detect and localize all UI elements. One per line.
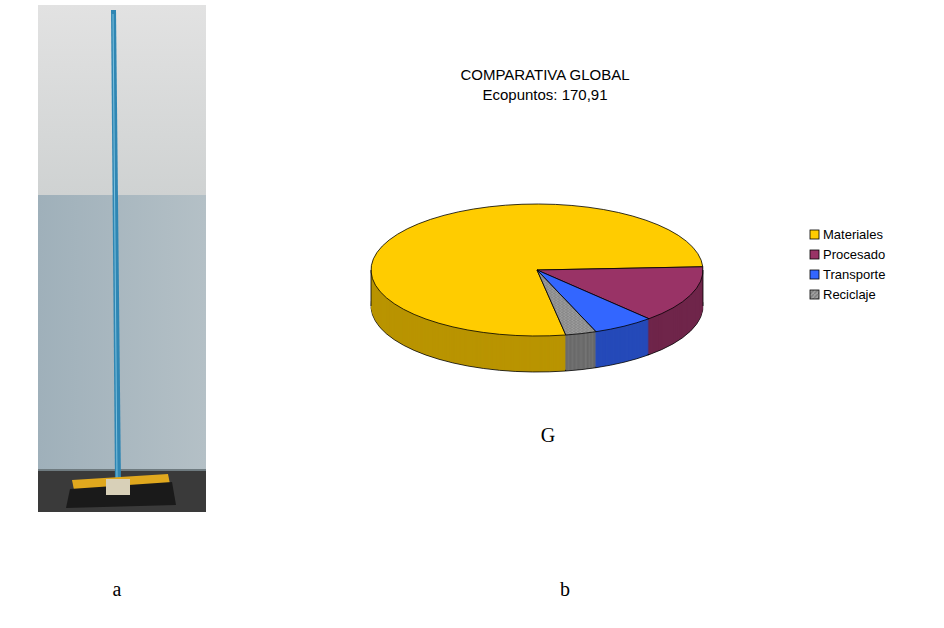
photo <box>38 5 206 512</box>
panel-label: a <box>113 578 122 600</box>
pie-slice <box>537 270 596 335</box>
pie-edge <box>703 270 704 306</box>
pie-slice <box>371 204 703 336</box>
pie-edge <box>371 270 372 306</box>
title: COMPARATIVA GLOBAL <box>460 66 629 83</box>
wall-bottom <box>38 195 206 470</box>
pie <box>371 204 703 372</box>
subtitle: Ecopuntos: 170,91 <box>482 86 607 103</box>
legend-label: Transporte <box>823 267 885 282</box>
floor-edge <box>38 469 206 471</box>
annotation: G <box>541 424 555 446</box>
legend: Materiales Procesado Transporte Reciclaje <box>810 227 885 302</box>
legend-item: Materiales <box>810 227 883 242</box>
wall-top <box>38 5 206 195</box>
legend-label: Procesado <box>823 247 885 262</box>
legend-label: Materiales <box>823 227 883 242</box>
legend-item: Reciclaje <box>810 287 876 302</box>
legend-label: Reciclaje <box>823 287 876 302</box>
stick <box>111 10 121 484</box>
legend-swatch <box>810 230 819 239</box>
broom-label <box>106 479 130 495</box>
legend-item: Transporte <box>810 267 885 282</box>
floor <box>38 470 206 512</box>
pie-side <box>371 205 703 337</box>
legend-item: Procesado <box>810 247 885 262</box>
panel-label: b <box>560 578 570 600</box>
stick-shine <box>113 14 117 480</box>
legend-swatch <box>810 250 819 259</box>
legend-swatch <box>810 270 819 279</box>
legend-swatch <box>810 290 819 299</box>
